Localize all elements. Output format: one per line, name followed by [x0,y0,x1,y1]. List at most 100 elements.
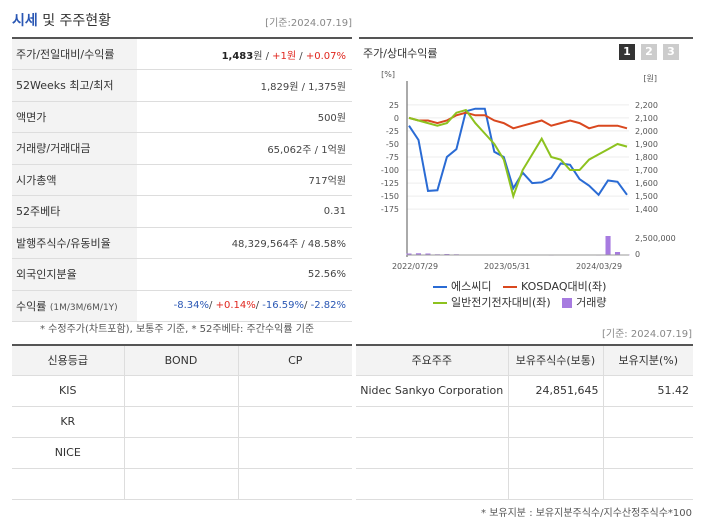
volume-axis-tick-zero: 0 [635,250,640,259]
credit-cell [12,468,125,500]
legend-label-electric: 일반전기전자대비(좌) [451,296,551,309]
legend-item-scd: 에스씨디 [433,279,491,295]
right-axis-tick: 1,700 [635,166,658,175]
summary-label: 액면가 [12,101,137,133]
left-axis-tick: 0 [394,114,399,123]
right-axis-tick: 2,000 [635,127,658,136]
summary-row: 외국인지분율 52.56% [12,258,352,291]
right-axis-unit: [원] [643,74,657,83]
return-1y: -2.82% [310,300,346,312]
right-axis-tick: 1,500 [635,192,658,201]
holders-cell [508,468,604,500]
returns-label: 수익률 (1M/3M/6M/1Y) [12,290,137,322]
holders-header: 주요주주 [356,345,509,376]
series-line-2 [408,108,628,200]
left-axis-tick: -25 [386,127,399,136]
chart-page-3-button[interactable]: 3 [663,44,679,60]
summary-value: 0.31 [137,195,352,228]
right-axis-tick: 1,800 [635,153,658,162]
credit-cell [124,375,239,407]
left-axis-tick: -100 [381,166,399,175]
left-axis-tick: -75 [386,153,399,162]
holders-header: 보유주식수(보통) [508,345,604,376]
legend-item-kosdaq: KOSDAQ대비(좌) [502,279,606,295]
credit-header: 신용등급 [12,345,125,376]
summary-label: 외국인지분율 [12,258,137,291]
holders-cell: Nidec Sankyo Corporation [356,375,509,407]
volume-bar [605,236,611,255]
left-axis-tick: 25 [389,101,399,110]
credit-cell [238,437,352,469]
credit-cell [124,468,239,500]
credit-rating-table: 신용등급 BOND CP KIS KR NICE [12,344,352,500]
price-unit: 원 [253,50,263,62]
summary-row: 액면가 500원 [12,101,352,133]
summary-row: 52Weeks 최고/최저 1,829원 / 1,375원 [12,69,352,102]
summary-value: 48,329,564주 / 48.58% [137,227,352,259]
summary-row: 시가총액 717억원 [12,164,352,196]
holders-header: 보유지분(%) [603,345,693,376]
summary-value: 500원 [137,101,352,133]
credit-cell: KIS [12,375,125,407]
return-3m: +0.14% [215,300,256,312]
price-change: +1원 [272,50,297,62]
volume-bar [415,253,422,255]
holders-cell: 24,851,645 [508,375,604,407]
footnote-adjusted-price: * 수정주가(차트포함), 보통주 기준, * 52주베타: 주간수익률 기준 [40,324,315,335]
summary-value: 65,062주 / 1억원 [137,132,352,165]
volume-bar [406,253,412,255]
legend-label-scd: 에스씨디 [451,280,492,293]
summary-value: 717억원 [137,164,352,196]
table-row [356,437,693,469]
summary-row: 거래량/거래대금 65,062주 / 1억원 [12,132,352,165]
chart-page-1-button[interactable]: 1 [619,44,635,60]
summary-row: 발행주식수/유동비율 48,329,564주 / 48.58% [12,227,352,259]
separator: / [296,50,306,62]
major-shareholders-table: 주요주주 보유주식수(보통) 보유지분(%) Nidec Sankyo Corpor… [356,344,693,500]
holders-cell [603,406,693,438]
x-axis-tick: 2022/07/29 [392,262,438,271]
left-axis-tick: -125 [381,179,399,188]
return-6m: -16.59% [262,300,305,312]
summary-value: 1,483원 / +1원 / +0.07% [137,38,352,70]
left-axis-tick: -175 [381,205,399,214]
chart-panel-title: 주가/상대수익률 [363,47,438,60]
summary-label: 거래량/거래대금 [12,132,137,165]
summary-label: 52Weeks 최고/최저 [12,69,137,102]
right-axis-tick: 2,200 [635,101,658,110]
x-axis-tick: 2024/03/29 [576,262,622,271]
summary-row: 주가/전일대비/수익률 1,483원 / +1원 / +0.07% [12,38,352,70]
right-axis-tick: 1,900 [635,140,658,149]
summary-label: 시가총액 [12,164,137,196]
holders-cell [508,437,604,469]
table-row [356,406,693,438]
current-price: 1,483 [221,50,254,62]
right-axis-tick: 1,600 [635,179,658,188]
footnote-holding-ratio: * 보유지분 : 보유지분주식수/지수산정주식수*100 [481,508,692,519]
reference-date-2: [기준: 2024.07.19] [601,329,692,340]
returns-values: -8.34%/ +0.14%/ -16.59%/ -2.82% [137,290,352,322]
holders-cell [356,437,509,469]
summary-row: 52주베타 0.31 [12,195,352,228]
credit-cell: NICE [12,437,125,469]
holders-cell: 51.42 [603,375,693,407]
returns-label-sub: (1M/3M/6M/1Y) [49,302,118,313]
legend-label-volume: 거래량 [576,296,607,309]
returns-label-main: 수익률 [16,299,47,313]
table-row: Nidec Sankyo Corporation 24,851,645 51.42 [356,375,693,407]
chart-page-2-button[interactable]: 2 [641,44,657,60]
holders-cell [508,406,604,438]
credit-cell [124,437,239,469]
left-axis-tick: -50 [386,140,399,149]
chart-legend: 에스씨디 KOSDAQ대비(좌) 일반전기전자대비(좌) 거래량 [433,279,683,311]
credit-cell [238,375,352,407]
summary-label: 발행주식수/유동비율 [12,227,137,259]
summary-label: 52주베타 [12,195,137,228]
quote-summary: 주가/전일대비/수익률 1,483원 / +1원 / +0.07% 52Weeks … [12,37,352,322]
volume-bar [425,253,431,255]
table-row [12,468,352,500]
table-row: KR [12,406,352,438]
volume-axis-tick: 2,500,000 [635,234,676,243]
table-row [356,468,693,500]
